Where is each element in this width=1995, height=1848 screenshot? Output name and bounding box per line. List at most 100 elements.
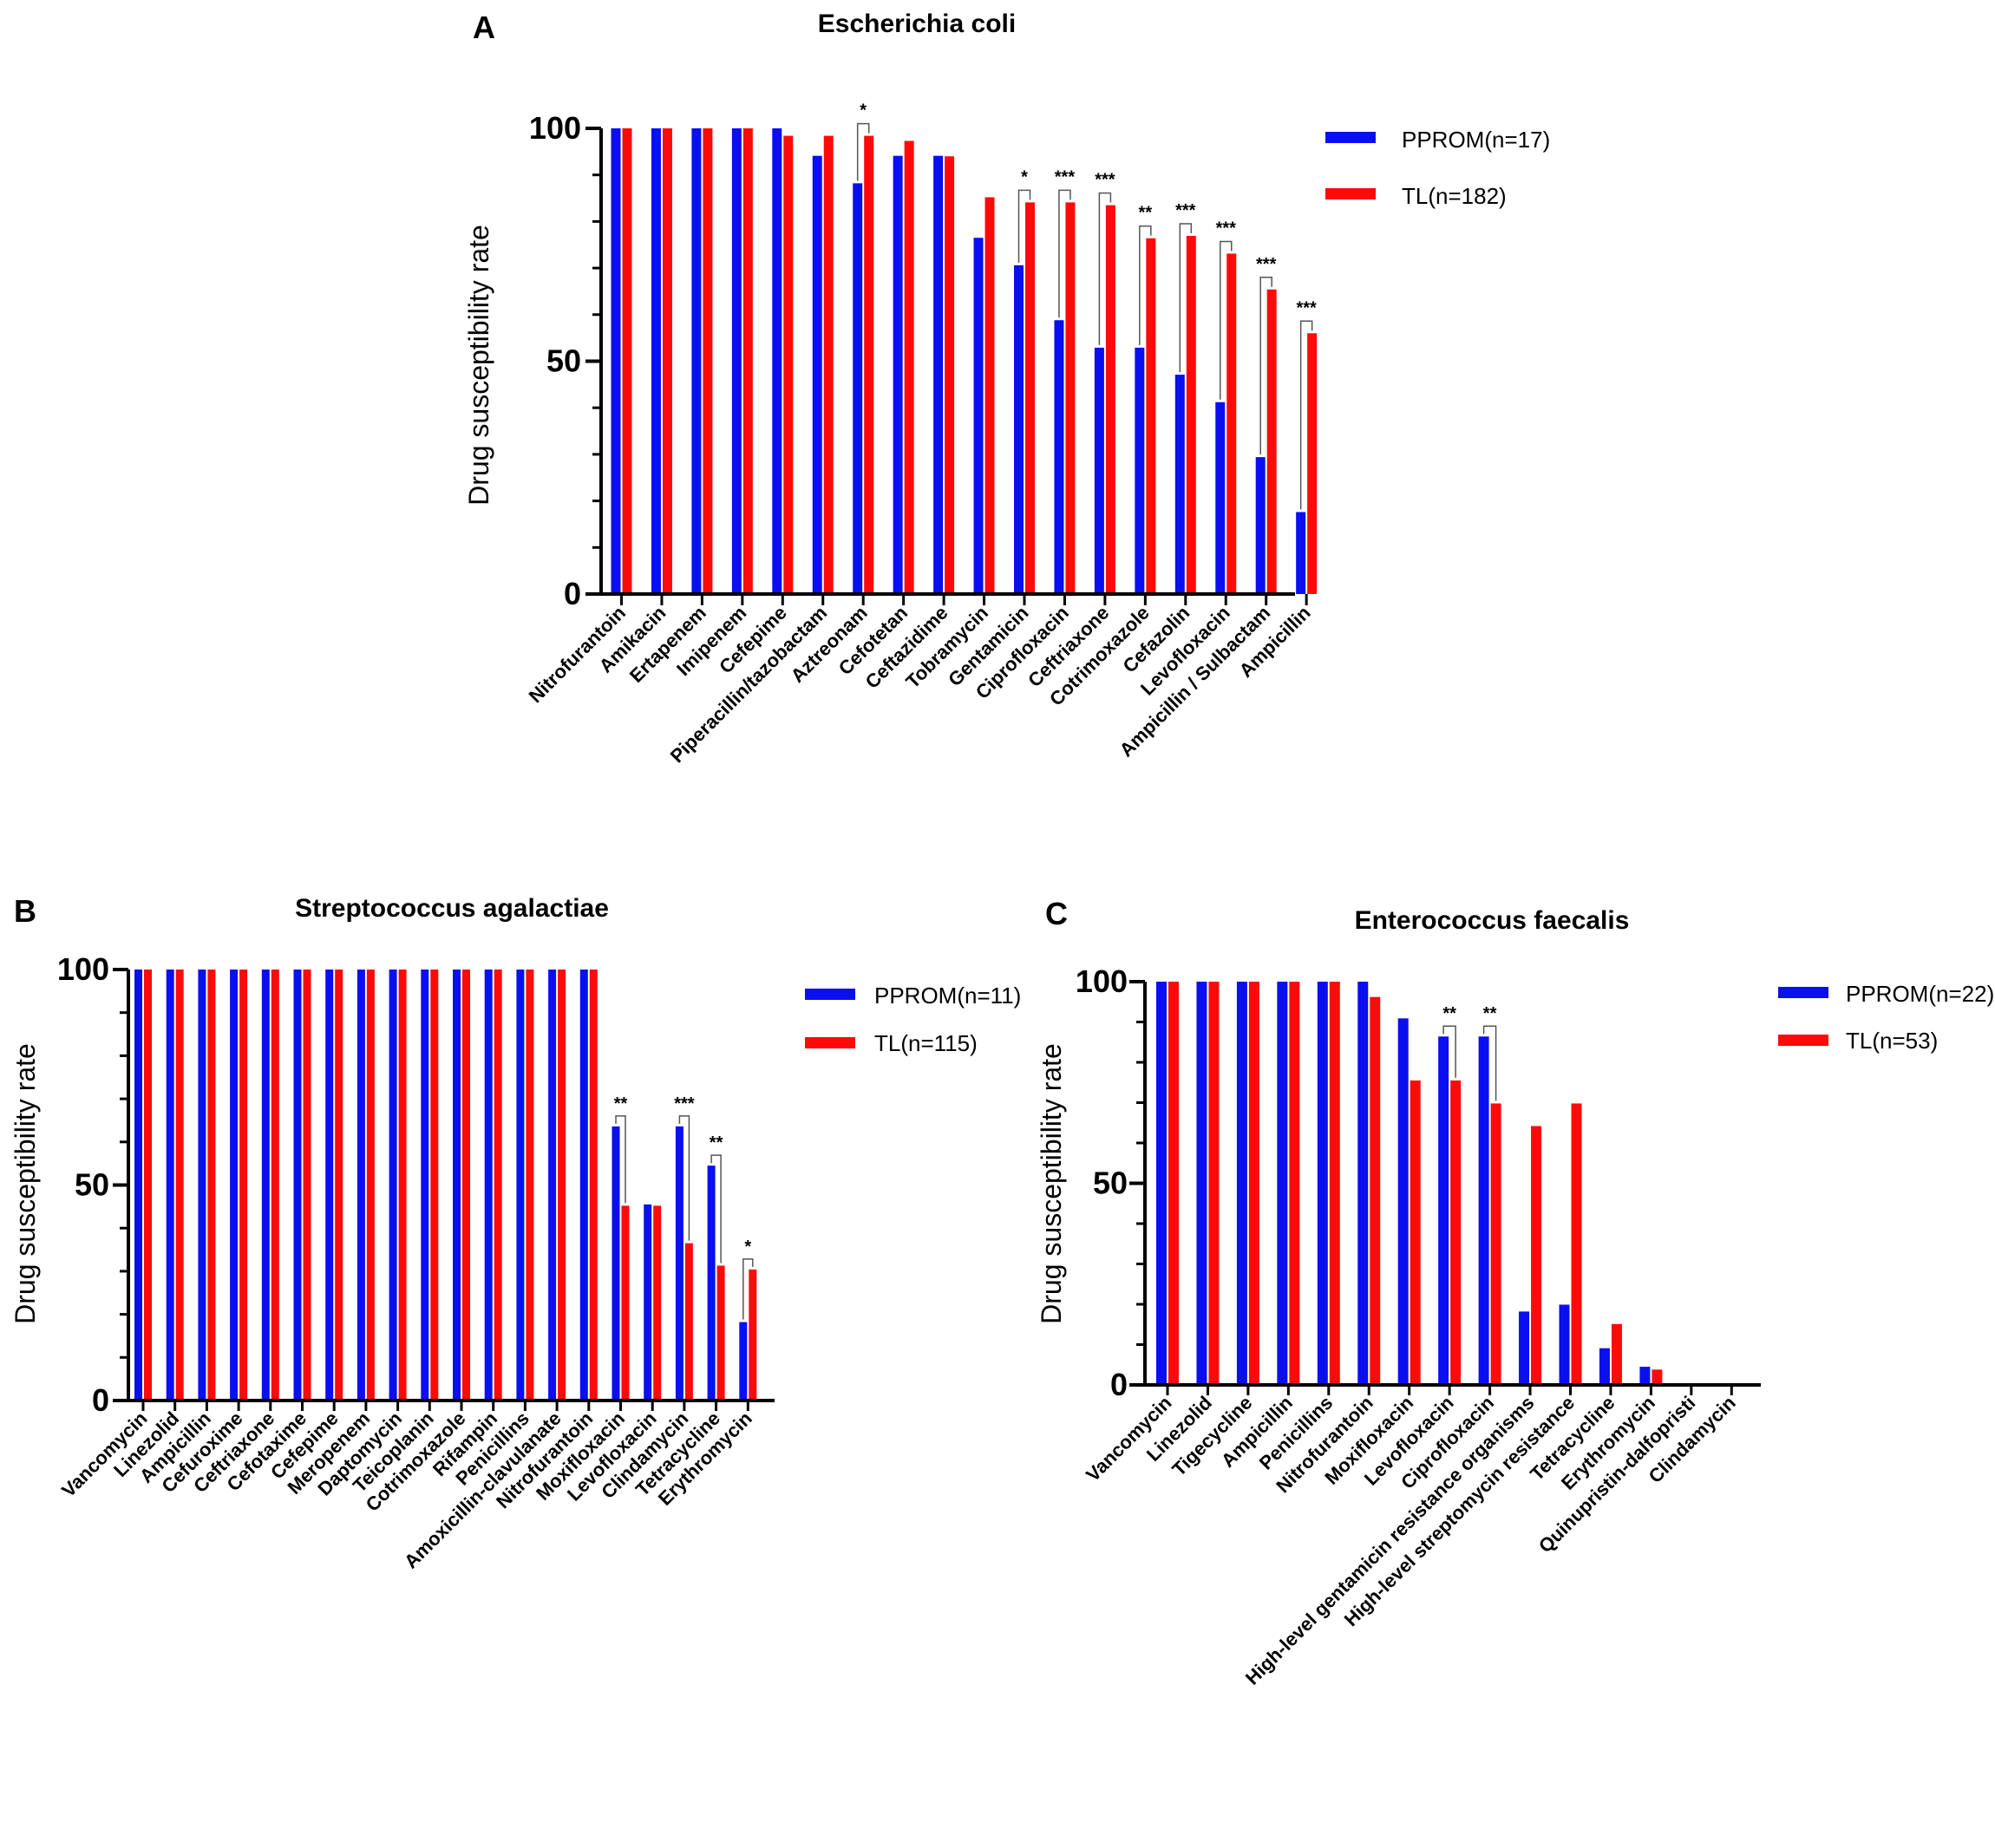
bar-pprom-a-3 (731, 128, 742, 594)
bar-pprom-a-11 (1054, 320, 1064, 594)
bar-pprom-b-16 (644, 1204, 652, 1401)
legend-label-tl-a: TL(n=182) (1402, 183, 1507, 209)
legend-swatch-pprom-b (805, 989, 855, 1000)
bar-tl-b-6 (335, 970, 343, 1401)
bar-tl-a-1 (662, 128, 672, 594)
bar-tl-a-8 (945, 156, 955, 594)
bar-pprom-a-9 (973, 238, 984, 594)
bar-tl-a-10 (1025, 202, 1035, 594)
bar-pprom-b-14 (579, 970, 588, 1401)
bar-tl-b-11 (494, 970, 502, 1401)
bar-tl-b-4 (271, 970, 279, 1401)
bar-pprom-c-12 (1639, 1367, 1651, 1385)
y-tick-label-c-100: 100 (1076, 963, 1128, 999)
legend-swatch-tl-a (1325, 188, 1376, 199)
bar-pprom-b-7 (356, 970, 365, 1401)
bar-tl-b-14 (589, 970, 598, 1401)
bar-tl-a-6 (864, 135, 874, 595)
significance-marker-a-14: *** (1175, 201, 1196, 220)
bar-tl-a-17 (1307, 333, 1318, 594)
bar-tl-c-10 (1571, 1103, 1582, 1385)
bar-tl-b-2 (207, 970, 216, 1401)
bar-pprom-a-12 (1094, 347, 1104, 594)
bar-tl-a-13 (1146, 238, 1156, 594)
panel-label-c: C (1045, 896, 1068, 931)
bar-tl-b-8 (398, 970, 407, 1401)
y-tick-label-b-0: 0 (92, 1382, 109, 1418)
significance-bracket-b-15 (615, 1115, 626, 1204)
legend-a: PPROM(n=17) TL(n=182) (1325, 127, 1550, 209)
bar-tl-b-9 (430, 970, 439, 1401)
bar-pprom-a-14 (1174, 375, 1185, 594)
bar-pprom-b-2 (198, 970, 206, 1401)
chart-title-a: Escherichia coli (818, 10, 1016, 38)
bar-tl-a-0 (622, 128, 632, 594)
bar-pprom-b-4 (261, 970, 270, 1401)
bar-pprom-c-10 (1559, 1304, 1570, 1385)
bar-pprom-b-12 (516, 970, 525, 1401)
bar-pprom-b-15 (612, 1126, 620, 1401)
bar-pprom-c-7 (1438, 1036, 1449, 1385)
significance-marker-a-10: * (1021, 167, 1028, 186)
bar-tl-a-16 (1266, 289, 1277, 594)
bar-pprom-a-0 (611, 128, 621, 594)
significance-bracket-b-18 (710, 1154, 722, 1264)
bar-tl-a-4 (783, 135, 794, 595)
bar-pprom-b-8 (389, 970, 397, 1401)
bar-pprom-a-2 (691, 128, 702, 594)
bar-tl-a-12 (1105, 205, 1115, 595)
significance-marker-a-12: *** (1095, 171, 1115, 190)
y-axis-label-a: Drug susceptibility rate (463, 225, 494, 506)
y-tick-label-b-50: 50 (75, 1167, 109, 1203)
bar-tl-c-6 (1410, 1080, 1421, 1385)
bar-tl-a-9 (984, 197, 995, 594)
bar-pprom-a-5 (812, 155, 822, 595)
significance-marker-a-6: * (860, 101, 867, 121)
bar-pprom-c-8 (1478, 1036, 1489, 1385)
bar-pprom-c-2 (1236, 982, 1247, 1385)
significance-bracket-a-11 (1058, 189, 1071, 318)
bar-pprom-a-7 (893, 155, 903, 595)
bar-pprom-c-11 (1599, 1348, 1610, 1385)
y-tick-label-c-0: 0 (1110, 1367, 1128, 1402)
legend-label-tl-c: TL(n=53) (1846, 1028, 1938, 1054)
plot-area-c: 050100VancomycinLinezolidTigecyclineAmpi… (1076, 963, 1761, 1689)
bar-tl-a-2 (703, 128, 713, 594)
bar-tl-c-2 (1248, 982, 1259, 1385)
significance-marker-b-17: *** (674, 1094, 695, 1113)
bar-pprom-a-13 (1135, 347, 1145, 594)
bar-pprom-c-1 (1196, 982, 1207, 1385)
legend-swatch-tl-b (805, 1037, 855, 1048)
significance-marker-a-16: *** (1256, 255, 1277, 274)
legend-b: PPROM(n=11) TL(n=115) (805, 983, 1021, 1056)
y-axis-label-c: Drug susceptibility rate (1036, 1043, 1067, 1324)
panel-label-a: A (473, 10, 495, 45)
bar-pprom-c-4 (1317, 982, 1328, 1385)
significance-bracket-c-8 (1482, 1025, 1497, 1101)
bar-pprom-c-6 (1397, 1018, 1409, 1385)
bar-tl-b-10 (462, 970, 470, 1401)
significance-marker-c-8: ** (1483, 1004, 1497, 1023)
legend-label-pprom-c: PPROM(n=22) (1846, 981, 1994, 1007)
bar-pprom-a-10 (1014, 264, 1024, 594)
significance-bracket-a-13 (1139, 225, 1152, 345)
bar-tl-a-7 (904, 140, 914, 594)
legend-label-tl-b: TL(n=115) (874, 1030, 978, 1056)
bar-tl-c-12 (1652, 1369, 1663, 1385)
significance-bracket-a-14 (1179, 223, 1193, 373)
significance-marker-c-7: ** (1442, 1004, 1456, 1023)
bar-pprom-b-3 (230, 970, 239, 1401)
bar-pprom-b-13 (548, 970, 557, 1401)
bar-tl-b-15 (621, 1205, 630, 1401)
legend-c: PPROM(n=22) TL(n=53) (1778, 981, 1994, 1054)
bar-pprom-b-19 (739, 1322, 748, 1401)
significance-marker-a-13: ** (1139, 204, 1153, 223)
significance-bracket-a-12 (1098, 192, 1112, 345)
bar-pprom-a-16 (1255, 457, 1266, 594)
chart-panel-b: B Streptococcus agalactiae Drug suscepti… (10, 893, 1021, 1572)
bar-pprom-b-17 (675, 1126, 684, 1401)
bar-pprom-b-5 (293, 970, 302, 1401)
bar-tl-c-8 (1490, 1103, 1501, 1385)
significance-marker-a-17: *** (1296, 298, 1317, 317)
bar-pprom-a-6 (853, 183, 863, 594)
